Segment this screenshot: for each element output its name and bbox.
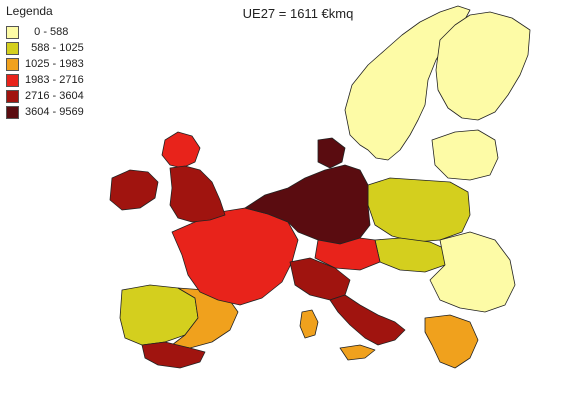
legend-label: 1983 - 2716	[25, 74, 84, 86]
legend-item: 588 - 1025	[6, 40, 122, 56]
region-france	[171, 207, 299, 306]
region-sardinia	[299, 309, 319, 339]
legend-label: 0 - 588	[25, 26, 69, 38]
region-greece	[424, 314, 479, 369]
legend-rows: 0 - 588 588 - 1025 1025 - 1983 1983 - 27…	[6, 24, 122, 120]
legend-label: 588 - 1025	[25, 42, 84, 54]
legend-item: 0 - 588	[6, 24, 122, 40]
region-hungary-slovakia	[374, 237, 449, 273]
legend-label: 2716 - 3604	[25, 90, 84, 102]
region-benelux-germany	[244, 164, 371, 245]
region-italy-south	[329, 294, 406, 346]
legend-swatch	[6, 89, 19, 103]
region-denmark	[317, 137, 346, 169]
region-ireland	[109, 169, 159, 211]
legend-swatch	[6, 25, 19, 39]
legend-swatch	[6, 57, 19, 71]
legend-label: 3604 - 9569	[25, 106, 84, 118]
legend-swatch	[6, 73, 19, 87]
region-romania-bulgaria	[429, 231, 516, 313]
region-uk	[169, 165, 226, 223]
legend-title: Legenda	[6, 4, 53, 18]
region-finland	[435, 11, 531, 121]
region-baltics	[431, 129, 499, 181]
map-title: UE27 = 1611 €kmq	[242, 6, 354, 21]
legend-item: 2716 - 3604	[6, 88, 122, 104]
legend-item: 3604 - 9569	[6, 104, 122, 120]
region-austria-czech	[314, 237, 381, 271]
legend-item: 1025 - 1983	[6, 56, 122, 72]
region-scotland	[161, 131, 201, 169]
region-poland	[367, 177, 471, 243]
legend-swatch	[6, 105, 19, 119]
map-legend: Legenda 0 - 588 588 - 1025 1025 - 1983 1…	[6, 4, 122, 120]
region-andalusia	[141, 341, 206, 369]
legend-item: 1983 - 2716	[6, 72, 122, 88]
legend-label: 1025 - 1983	[25, 58, 84, 70]
region-sicily	[339, 344, 376, 361]
legend-swatch	[6, 41, 19, 55]
